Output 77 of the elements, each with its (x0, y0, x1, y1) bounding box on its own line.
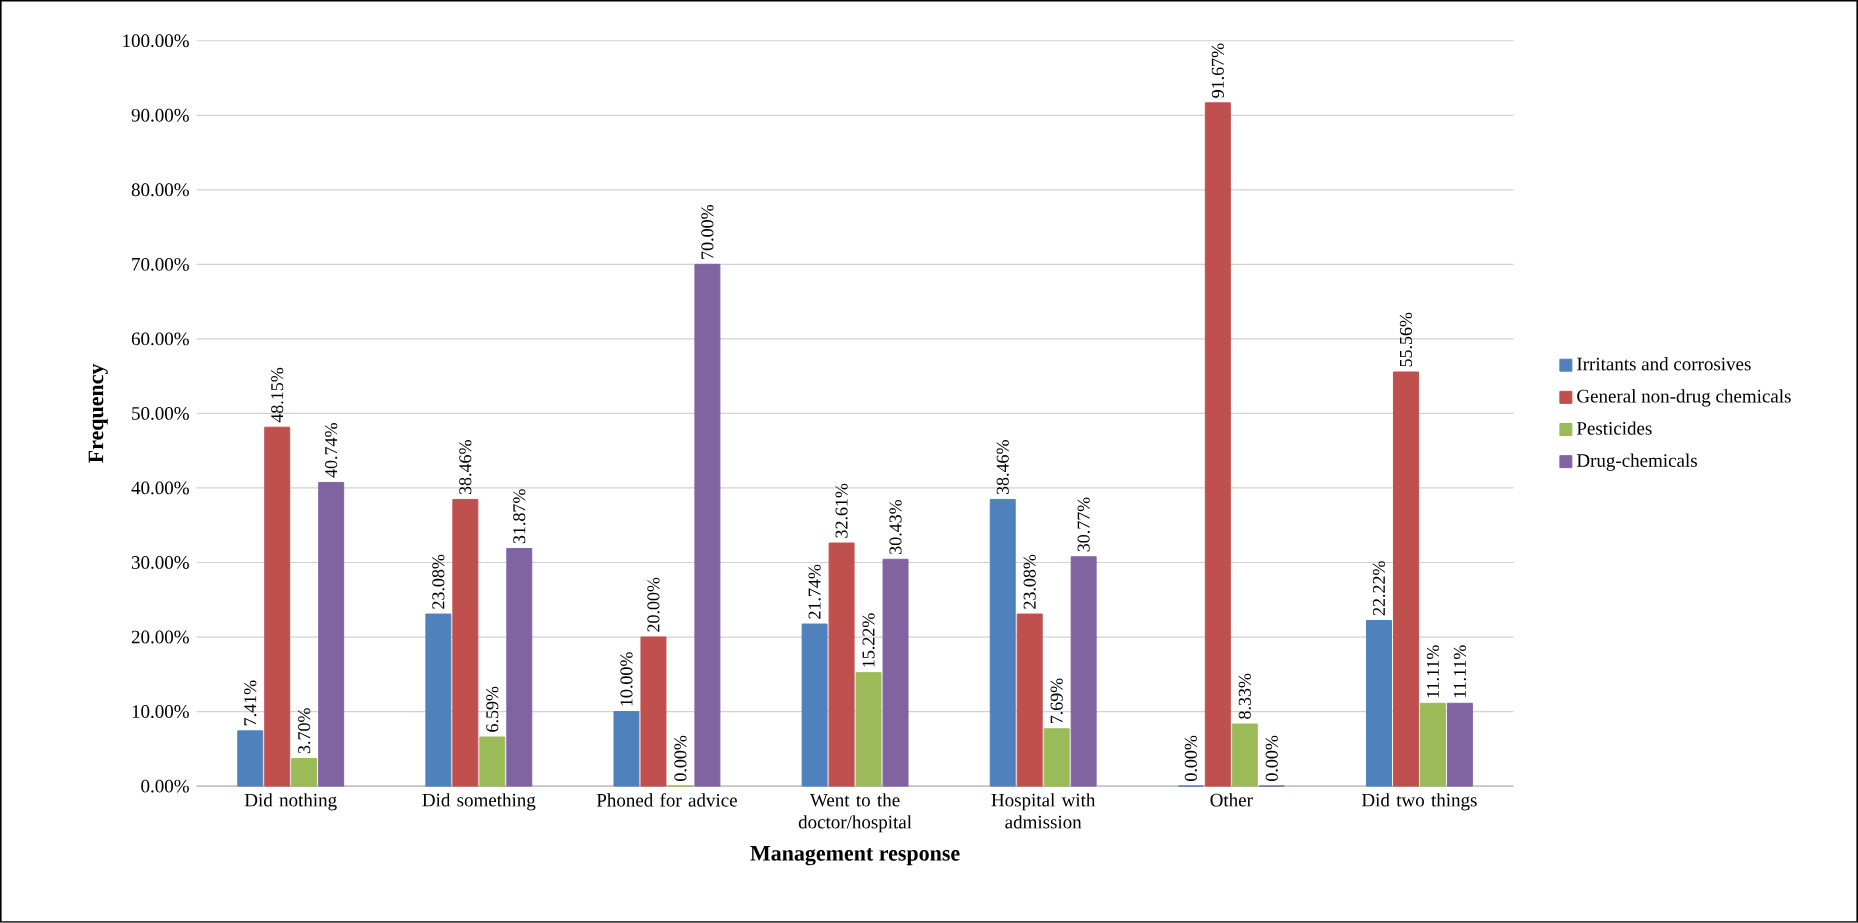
data-label: 38.46% (996, 440, 1009, 495)
data-label: 6.59% (486, 686, 499, 732)
data-label: 7.41% (244, 680, 257, 726)
data-label: 70.00% (701, 205, 714, 259)
bar (1016, 613, 1043, 787)
bar (1365, 620, 1392, 787)
bar (613, 711, 640, 787)
legend-label: Pesticides (1576, 421, 1652, 435)
bar (1070, 556, 1097, 787)
bar (882, 558, 909, 787)
y-tick-label: 0.00% (141, 779, 189, 793)
x-tick-label: Hospital with admission (991, 793, 1096, 829)
legend-label: Irritants and corrosives (1577, 357, 1751, 371)
x-axis-title: Management response (750, 846, 960, 866)
data-label: 40.74% (325, 423, 338, 478)
y-tick-label: 80.00% (131, 183, 189, 197)
data-label: 55.56% (1399, 312, 1413, 367)
data-label: 11.11% (1426, 645, 1440, 698)
data-label: 91.67% (1211, 43, 1224, 98)
bar (694, 263, 721, 787)
bar (1043, 728, 1070, 787)
bar (828, 542, 855, 787)
bar (506, 548, 533, 787)
data-label: 48.15% (271, 367, 284, 423)
data-label: 3.70% (298, 708, 311, 754)
data-label: 23.08% (432, 554, 445, 609)
legend-label: Drug-chemicals (1576, 453, 1697, 471)
x-tick-label: Did two things (1361, 793, 1477, 811)
data-label: 10.00% (620, 652, 633, 706)
bar (640, 636, 667, 787)
bar (1419, 702, 1446, 787)
bar (479, 736, 506, 787)
y-axis-title: Frequency (88, 363, 108, 464)
bar (1204, 102, 1231, 787)
bar (452, 499, 479, 787)
data-label: 21.74% (808, 564, 821, 619)
data-label: 22.22% (1372, 561, 1386, 616)
data-label: 8.33% (1238, 673, 1251, 719)
data-label: 30.43% (889, 500, 902, 555)
x-tick-label: Did nothing (244, 793, 337, 811)
data-label: 7.69% (1050, 678, 1063, 724)
y-tick-label: 20.00% (131, 630, 189, 644)
bar (264, 426, 291, 787)
bar (855, 672, 882, 787)
bar (989, 499, 1016, 787)
x-tick-label: Phoned for advice (596, 793, 737, 807)
y-tick-label: 90.00% (131, 108, 189, 122)
bar (318, 482, 345, 787)
bar (291, 758, 318, 787)
x-tick-label: Went to the doctor/hospital (798, 793, 912, 833)
data-label: 15.22% (862, 613, 875, 667)
data-label: 0.00% (1265, 735, 1278, 782)
y-tick-label: 40.00% (131, 481, 189, 495)
bar (425, 613, 452, 787)
bar (1446, 702, 1473, 787)
y-tick-label: 30.00% (131, 556, 189, 570)
bar (1392, 371, 1419, 787)
bar (801, 623, 828, 787)
data-label: 31.87% (513, 489, 526, 544)
data-label: 0.00% (674, 735, 687, 782)
y-tick-label: 60.00% (131, 332, 189, 346)
data-label: 32.61% (835, 483, 848, 538)
y-tick-label: 50.00% (132, 407, 189, 420)
bar (1231, 723, 1258, 787)
data-label: 38.46% (459, 440, 472, 495)
bar (237, 730, 264, 787)
y-tick-label: 100.00% (123, 34, 189, 48)
y-tick-label: 10.00% (132, 705, 189, 719)
data-label: 23.08% (1023, 554, 1036, 609)
x-tick-label: Other (1210, 793, 1253, 807)
x-tick-label: Did something (422, 793, 536, 811)
data-label: 0.00% (1184, 735, 1197, 782)
y-tick-label: 70.00% (132, 258, 189, 271)
data-label: 11.11% (1453, 645, 1466, 698)
data-label: 20.00% (647, 577, 660, 632)
data-label: 30.77% (1077, 497, 1090, 552)
legend-label: General non-drug chemicals (1577, 389, 1791, 407)
